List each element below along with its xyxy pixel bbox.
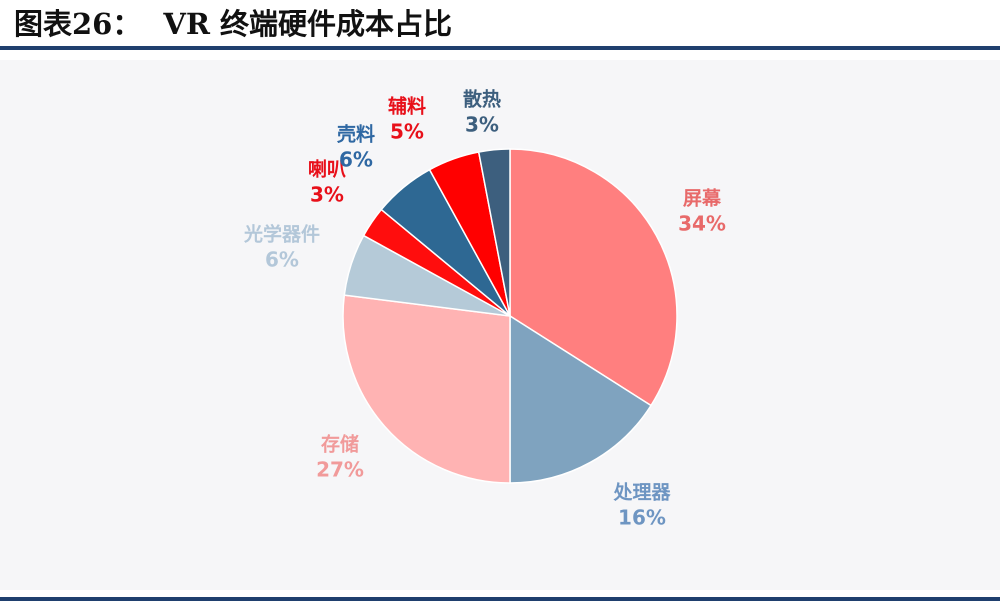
slice-percent: 6% (339, 147, 373, 172)
slice-label: 屏幕 34% (678, 188, 726, 237)
slice-percent: 5% (390, 119, 424, 144)
pie-chart (342, 148, 678, 484)
slice-percent: 16% (618, 505, 666, 530)
page-title: 图表26： VR 终端硬件成本占比 (14, 4, 452, 44)
slice-percent: 6% (265, 247, 299, 272)
slice-name: 散热 (462, 88, 502, 111)
slice-name: 处理器 (613, 481, 671, 504)
slice-label: 处理器 16% (613, 482, 670, 531)
slice-label: 光学器件 6% (244, 224, 320, 273)
slice-label: 壳料 6% (337, 124, 375, 173)
figure-number: 图表26： (14, 7, 142, 41)
chart-panel: 屏幕 34% 处理器 16% 存储 27% 光学器件 6% 喇叭 3% 壳料 6% 辅料 5% 散热 3% (0, 60, 1000, 590)
slice-name: 光学器件 (243, 223, 321, 246)
bottom-divider (0, 597, 1000, 601)
slice-name: 辅料 (387, 95, 427, 118)
pie-slice (477, 148, 511, 317)
pie-slice (509, 314, 653, 484)
chart-title: VR 终端硬件成本占比 (163, 7, 453, 41)
slice-label: 辅料 5% (388, 96, 426, 145)
slice-name: 喇叭 (307, 158, 347, 181)
slice-percent: 3% (310, 182, 344, 207)
slice-name: 存储 (320, 433, 359, 456)
slice-percent: 3% (465, 112, 499, 137)
pie-slice (509, 148, 678, 407)
slice-percent: 34% (678, 211, 726, 236)
slice-name: 屏幕 (682, 187, 721, 210)
top-divider (0, 46, 1000, 50)
slice-name: 壳料 (336, 123, 376, 146)
slice-label: 存储 27% (316, 434, 364, 483)
pie-slice (342, 294, 511, 484)
slice-label: 散热 3% (463, 89, 501, 138)
slice-percent: 27% (316, 457, 364, 482)
slice-label: 喇叭 3% (308, 159, 346, 208)
